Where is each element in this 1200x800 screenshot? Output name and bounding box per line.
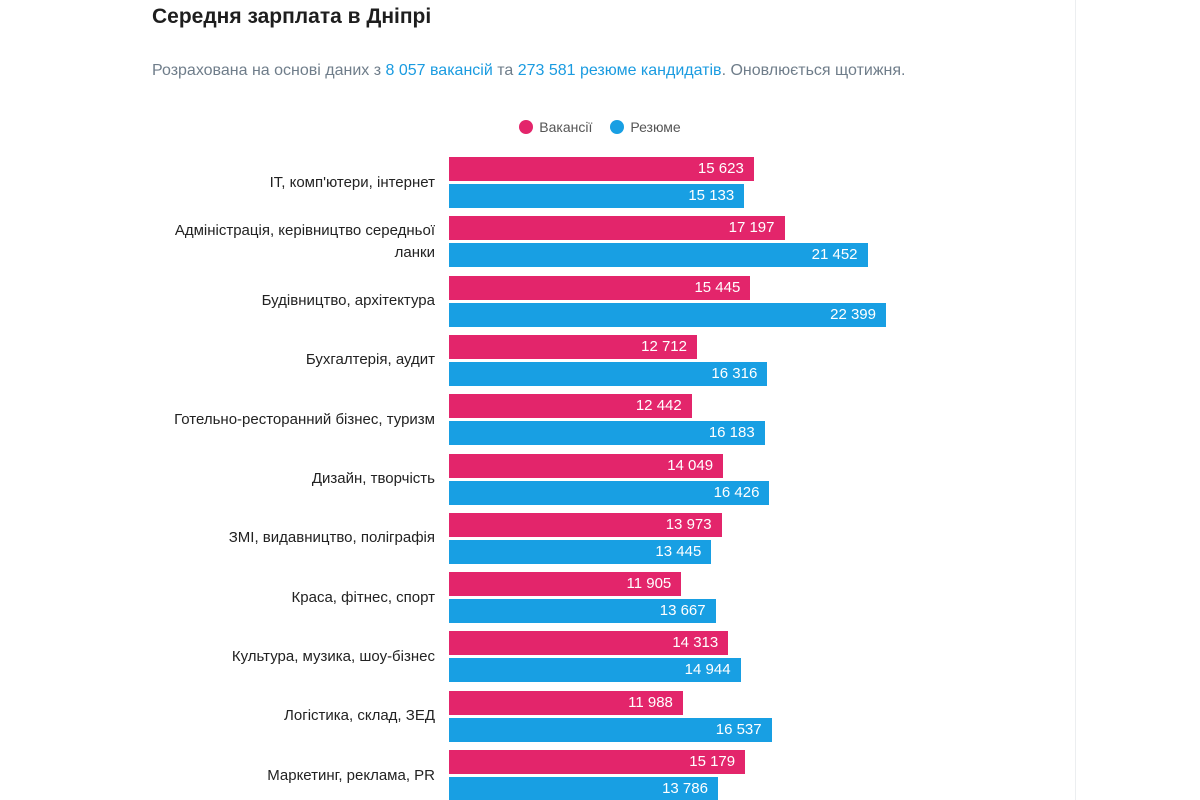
category-label: ЗМІ, видавництво, поліграфія [228, 529, 435, 547]
value-label: 14 313 [672, 634, 719, 652]
value-label: 17 197 [728, 219, 775, 237]
value-label: 15 445 [694, 278, 741, 296]
value-label: 12 712 [641, 337, 687, 355]
legend: Вакансії Резюме [0, 119, 1200, 137]
value-label: 15 179 [689, 753, 736, 770]
value-label: 21 452 [811, 246, 858, 264]
category-label: Дизайн, творчість [311, 470, 435, 487]
category-label: Будівництво, архітектура [261, 292, 435, 310]
subtitle: Розрахована на основі даних з 8 057 вака… [152, 62, 905, 80]
value-label: 14 944 [684, 661, 731, 679]
bar[interactable]: 13 667 [449, 599, 716, 624]
category-label: Адміністрація, керівництво середньої лан… [174, 221, 435, 261]
bar[interactable]: 16 426 [449, 480, 770, 505]
value-label: 14 049 [667, 456, 714, 474]
value-label: 12 442 [635, 397, 682, 415]
bar[interactable]: 14 049 [449, 453, 724, 478]
category-label: IT, комп'ютери, інтернет [269, 173, 435, 191]
legend-item[interactable]: Резюме [610, 119, 681, 135]
bar[interactable]: 17 197 [449, 216, 785, 241]
legend-marker [519, 120, 534, 134]
bar[interactable]: 15 623 [449, 157, 754, 181]
value-label: 15 623 [697, 160, 744, 177]
value-label: 16 316 [711, 364, 758, 382]
value-label: 13 445 [655, 542, 702, 560]
subtitle-text: . Оновлюється щотижня. [721, 62, 906, 79]
bar[interactable]: 16 537 [449, 717, 772, 742]
bar[interactable]: 15 445 [449, 275, 751, 300]
bar[interactable]: 16 316 [449, 361, 768, 386]
category-label: Бухгалтерія, аудит [305, 351, 435, 369]
value-label: 16 183 [708, 424, 755, 442]
value-label: 22 399 [830, 305, 876, 323]
bar[interactable]: 15 179 [449, 750, 746, 774]
value-label: 11 905 [626, 575, 672, 593]
bar[interactable]: 21 452 [449, 243, 868, 268]
value-label: 13 973 [665, 515, 712, 533]
bar[interactable]: 11 905 [449, 572, 682, 597]
category-label: Логістика, склад, ЗЕД [284, 707, 435, 725]
legend-label: Резюме [630, 119, 681, 135]
subtitle-link[interactable]: 273 581 резюме кандидатів [517, 62, 722, 79]
bar[interactable]: 15 133 [449, 184, 745, 208]
bar[interactable]: 16 183 [449, 421, 765, 446]
legend-marker [610, 120, 625, 134]
category-label: Готельно-ресторанний бізнес, туризм [174, 410, 435, 428]
bar[interactable]: 14 944 [449, 658, 741, 683]
value-label: 15 133 [688, 187, 735, 204]
bar[interactable]: 12 712 [449, 334, 697, 359]
legend-item[interactable]: Вакансії [519, 119, 592, 135]
bar[interactable]: 13 786 [449, 777, 718, 800]
category-label: Краса, фітнес, спорт [291, 588, 435, 606]
divider [1075, 0, 1076, 800]
bar[interactable]: 11 988 [449, 690, 683, 715]
value-label: 16 537 [715, 720, 762, 738]
category-label: Маркетинг, реклама, PR [267, 766, 435, 784]
subtitle-text: та [492, 62, 518, 79]
value-label: 13 667 [659, 602, 706, 620]
category-label: Культура, музика, шоу-бізнес [231, 647, 435, 665]
value-label: 16 426 [713, 483, 760, 501]
legend-label: Вакансії [539, 119, 593, 135]
subtitle-link[interactable]: 8 057 вакансій [385, 62, 493, 79]
bar[interactable]: 13 445 [449, 539, 712, 564]
subtitle-text: Розрахована на основі даних з [152, 62, 386, 79]
bar[interactable]: 22 399 [449, 302, 886, 327]
value-label: 11 988 [628, 693, 673, 711]
value-label: 13 786 [662, 780, 708, 797]
title: Середня зарплата в Дніпрі [152, 5, 432, 28]
bar[interactable]: 13 973 [449, 512, 722, 537]
bar[interactable]: 14 313 [449, 631, 729, 656]
bar[interactable]: 12 442 [449, 394, 692, 419]
